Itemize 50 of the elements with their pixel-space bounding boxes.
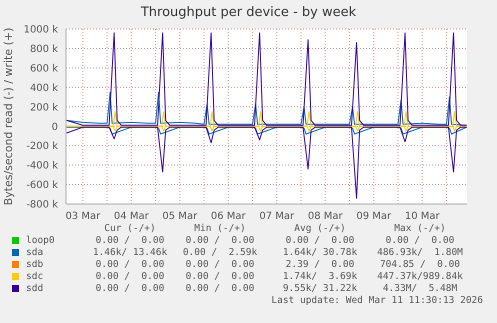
text: Max (-/+) <box>393 223 447 234</box>
legend-label: sdc <box>26 271 44 282</box>
text: 486.93k/ 1.80M <box>376 247 464 258</box>
text: 1.46k/ 13.46k <box>92 247 168 258</box>
y-tick-label: 400 k <box>30 82 58 94</box>
x-tick-label: 10 Mar <box>404 211 440 222</box>
x-tick-label: 09 Mar <box>356 211 392 222</box>
text: 1.64k/ 30.78k <box>282 247 358 258</box>
x-tick-label: 04 Mar <box>114 211 150 222</box>
y-tick-label: -400 k <box>26 160 58 172</box>
text: 0.00 / 0.00 <box>384 235 456 246</box>
y-tick-label: -800 k <box>26 200 58 211</box>
legend-label: loop0 <box>26 235 55 246</box>
y-tick-label: 200 k <box>30 102 58 114</box>
text: 0.00 / 0.00 <box>94 283 166 294</box>
text: Last update: Wed Mar 11 11:30:13 2026 <box>270 295 484 306</box>
text: 0.00 / 0.00 <box>184 235 256 246</box>
legend-label: sda <box>26 247 44 258</box>
text: 2.39 / 0.00 <box>284 259 356 270</box>
text: 0.00 / 0.00 <box>184 271 256 282</box>
y-tick-label: 800 k <box>30 44 58 55</box>
text: 0.00 / 0.00 <box>94 259 166 270</box>
text: 704.85 / 0.00 <box>378 259 462 270</box>
text: 0.00 / 0.00 <box>94 235 166 246</box>
y-axis-title: Bytes/second read (-) / write (+) <box>2 28 15 206</box>
text: Min (-/+) <box>193 223 247 234</box>
text: 1.74k/ 3.69k <box>282 271 358 282</box>
text: 0.00 / 2.59k <box>182 247 258 258</box>
text: 9.55k/ 31.22k <box>282 283 358 294</box>
y-tick-label: -600 k <box>26 180 58 192</box>
y-tick-label: 1000 k <box>24 24 58 36</box>
y-tick-label: 600 k <box>30 63 58 74</box>
text: Avg (-/+) <box>293 223 347 234</box>
x-tick-label: 08 Mar <box>308 211 344 222</box>
x-tick-label: 05 Mar <box>162 211 198 222</box>
text: 0.00 / 0.00 <box>184 283 256 294</box>
x-tick-label: 03 Mar <box>65 211 102 222</box>
text: 0.00 / 0.00 <box>94 271 166 282</box>
x-tick-label: 06 Mar <box>210 211 247 222</box>
legend-label: sdd <box>26 283 44 294</box>
text: 0.00 / 0.00 <box>284 235 356 246</box>
chart-title: Throughput per device - by week <box>140 5 358 20</box>
y-tick-label: -200 k <box>26 141 58 152</box>
y-tick-label: 0 <box>52 122 58 133</box>
text: 0.00 / 0.00 <box>184 259 256 270</box>
x-tick-label: 07 Mar <box>259 211 296 222</box>
legend-label: sdb <box>26 259 44 270</box>
text: 447.37k/989.84k <box>376 271 464 282</box>
text: Cur (-/+) <box>103 223 157 234</box>
text: 4.33M/ 5.48M <box>382 283 458 294</box>
